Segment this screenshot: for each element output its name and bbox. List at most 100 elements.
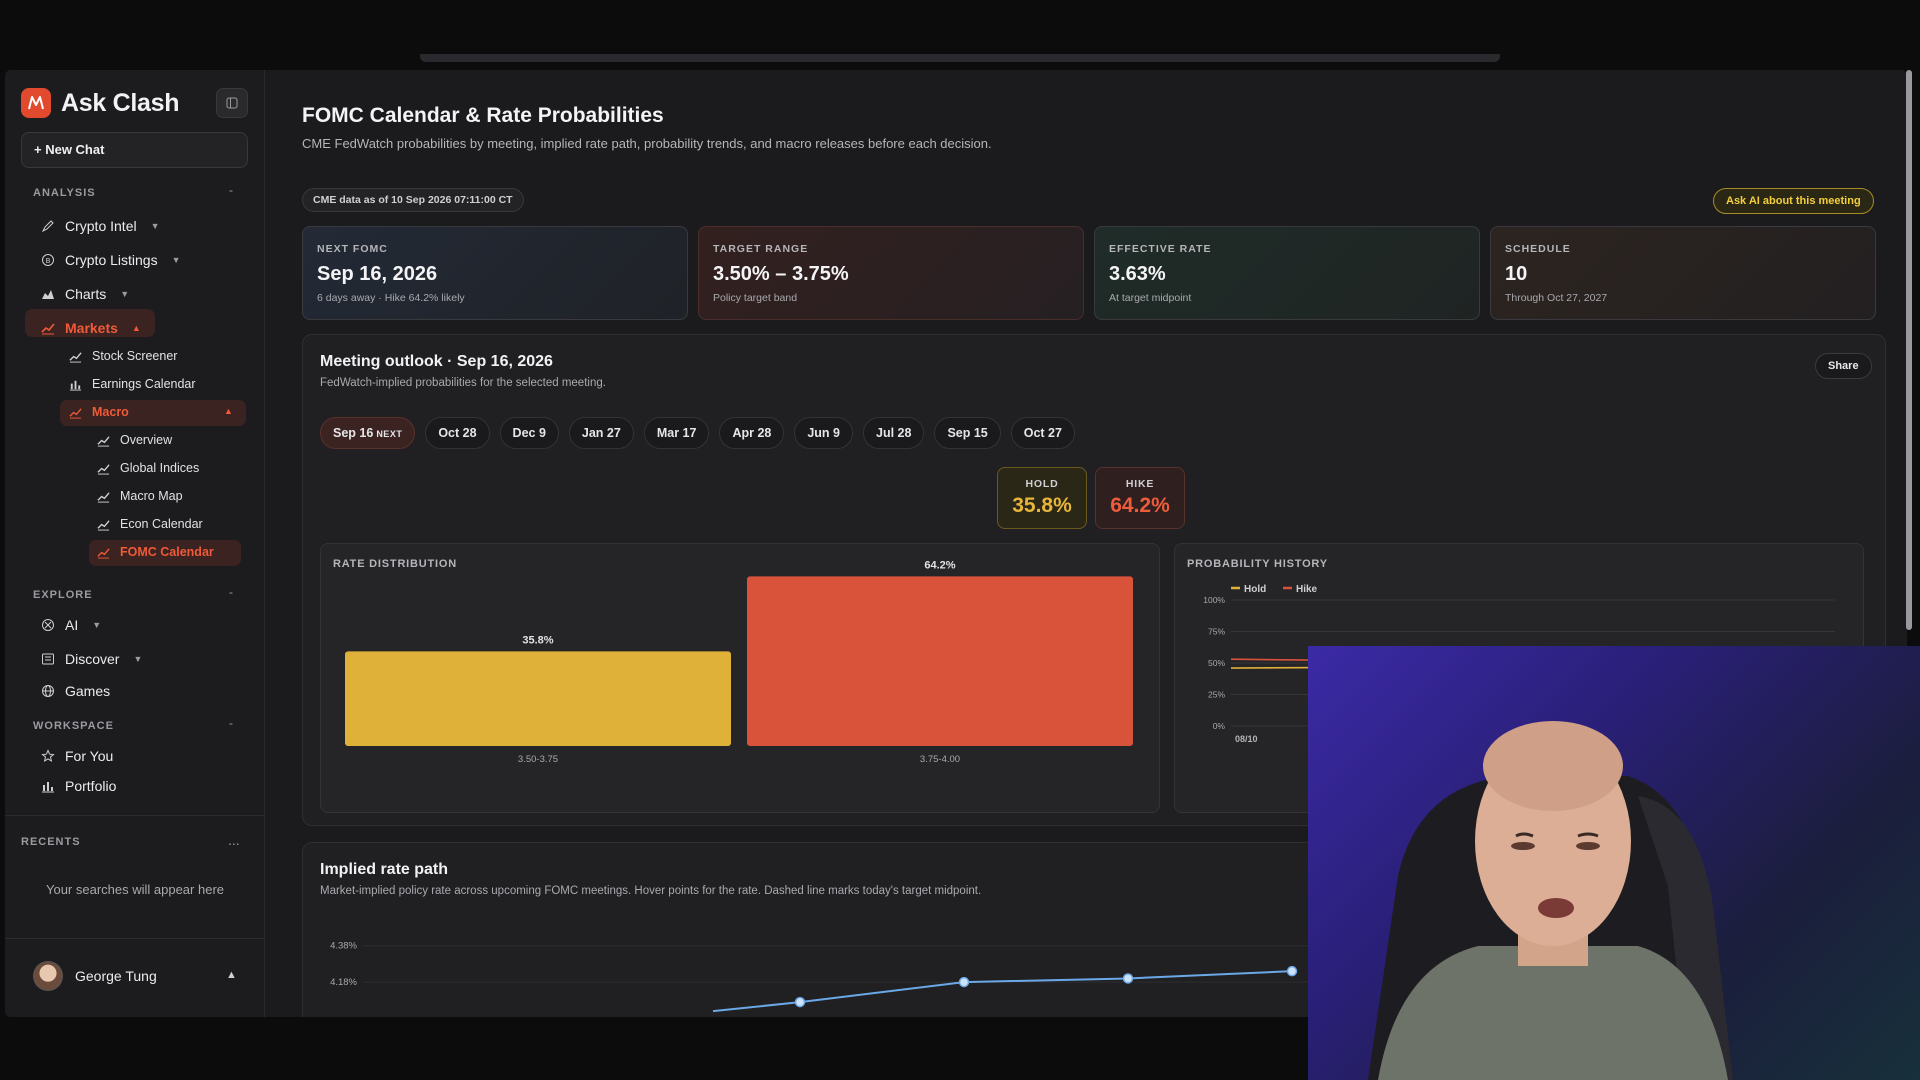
sidebar-item-markets[interactable]: Markets ▲	[41, 320, 141, 336]
chevron-up-icon[interactable]: ▲	[224, 406, 233, 416]
sidebar-item-portfolio[interactable]: Portfolio	[41, 778, 116, 794]
bar-chart-icon	[42, 782, 54, 793]
sidebar-item-crypto-listings[interactable]: B Crypto Listings ▼	[41, 252, 181, 268]
rate-distribution-panel: RATE DISTRIBUTION 35.8% 3.50-3.75 64.2% 3.7…	[320, 543, 1160, 813]
page-subtitle: CME FedWatch probabilities by meeting, i…	[302, 136, 992, 151]
trend-up-icon	[69, 351, 82, 363]
user-profile[interactable]: George Tung	[33, 961, 157, 991]
section-workspace-toggle[interactable]: -	[229, 716, 233, 730]
sidebar-item-earnings-calendar[interactable]: Earnings Calendar	[69, 377, 196, 391]
trend-up-icon	[97, 491, 110, 503]
chevron-down-icon: ▼	[133, 654, 143, 664]
card-label: TARGET RANGE	[713, 243, 809, 255]
app-window: Ask Clash + New Chat ANALYSIS - Crypto I…	[5, 70, 1907, 1017]
y-tick-label: 4.18%	[330, 977, 357, 988]
active-item-highlight	[60, 400, 246, 426]
brand-name: Ask Clash	[61, 88, 180, 117]
y-tick-label: 4.38%	[330, 941, 357, 952]
meeting-chip-sep-15[interactable]: Sep 15	[934, 417, 1001, 449]
bar-3.50-3.75	[345, 651, 731, 746]
card-note: Policy target band	[713, 292, 798, 304]
data-timestamp-badge: CME data as of 10 Sep 2026 07:11:00 CT	[302, 188, 524, 212]
section-explore: EXPLORE	[33, 589, 93, 601]
chevron-down-icon: ▼	[120, 289, 130, 299]
meeting-chip-dec-9[interactable]: Dec 9	[499, 417, 559, 449]
meeting-chip-sep-16[interactable]: Sep 16 NEXT	[320, 417, 416, 449]
card-value: Sep 16, 2026	[317, 263, 438, 285]
sidebar-divider	[5, 815, 265, 816]
meeting-chip-jan-27[interactable]: Jan 27	[568, 417, 634, 449]
share-button[interactable]: Share	[1815, 353, 1872, 379]
sidebar-item-ai[interactable]: AI ▼	[41, 617, 101, 633]
active-item-highlight	[25, 309, 155, 337]
effective-rate-card: EFFECTIVE RATE 3.63% At target midpoint	[1094, 226, 1480, 320]
hike-label: HIKE	[1125, 478, 1155, 490]
card-note: 6 days away · Hike 64.2% likely	[317, 292, 465, 304]
collapse-sidebar-button[interactable]	[216, 88, 248, 118]
sidebar-item-econ-calendar[interactable]: Econ Calendar	[97, 517, 203, 531]
meeting-chip-jul-28[interactable]: Jul 28	[863, 417, 925, 449]
chevron-down-icon: ▼	[92, 620, 102, 630]
meeting-selector: Sep 16 NEXT Oct 28 Dec 9 Jan 27 Mar 17 Ap…	[320, 417, 1075, 449]
section-recents: RECENTS	[21, 836, 81, 848]
panel-title: RATE DISTRIBUTION	[333, 558, 458, 570]
page-scrollbar[interactable]	[1906, 70, 1912, 630]
pen-icon	[41, 220, 54, 233]
x-tick-label: 08/10	[1235, 734, 1258, 744]
card-value: 3.50% – 3.75%	[713, 263, 849, 285]
card-value: 10	[1505, 263, 1528, 285]
sidebar-item-macro-map[interactable]: Macro Map	[97, 489, 183, 503]
trend-up-icon	[69, 407, 82, 419]
meeting-chip-mar-17[interactable]: Mar 17	[643, 417, 710, 449]
sidebar-item-stock-screener[interactable]: Stock Screener	[69, 349, 177, 363]
browser-top-bar	[0, 0, 1920, 62]
sidebar-item-games[interactable]: Games	[41, 683, 110, 699]
card-label: NEXT FOMC	[317, 243, 388, 255]
bar-value-label: 64.2%	[924, 559, 955, 571]
y-tick-label: 25%	[1208, 690, 1225, 700]
y-tick-label: 50%	[1208, 658, 1225, 668]
sidebar-item-fomc-calendar[interactable]: FOMC Calendar	[97, 545, 214, 559]
sidebar-item-charts[interactable]: Charts ▼	[41, 286, 129, 302]
logo-icon	[21, 88, 51, 118]
sidebar-item-discover[interactable]: Discover ▼	[41, 651, 142, 667]
next-fomc-card: NEXT FOMC Sep 16, 2026 6 days away · Hik…	[302, 226, 688, 320]
meeting-chip-oct-27[interactable]: Oct 27	[1010, 417, 1075, 449]
rate-distribution-chart: 35.8% 3.50-3.75 64.2% 3.75-4.00	[345, 559, 1133, 765]
chevron-up-icon[interactable]: ▲	[226, 969, 237, 981]
bar-value-label: 35.8%	[522, 634, 553, 646]
brand[interactable]: Ask Clash	[21, 88, 179, 118]
next-tag: NEXT	[376, 429, 403, 439]
recents-more-button[interactable]: ...	[228, 832, 240, 848]
new-chat-button[interactable]: + New Chat	[21, 132, 248, 168]
legend-label-hike: Hike	[1296, 584, 1318, 595]
chevron-down-icon: ▼	[171, 255, 181, 265]
chevron-up-icon: ▲	[131, 323, 141, 333]
coin-icon: B	[42, 254, 54, 266]
section-explore-toggle[interactable]: -	[229, 585, 233, 599]
ai-aperture-icon	[42, 619, 54, 631]
meeting-chip-jun-9[interactable]: Jun 9	[794, 417, 853, 449]
chevron-down-icon: ▼	[150, 221, 160, 231]
ask-ai-button[interactable]: Ask AI about this meeting	[1713, 188, 1874, 214]
sidebar-item-global-indices[interactable]: Global Indices	[97, 461, 199, 475]
section-workspace: WORKSPACE	[33, 720, 114, 732]
x-tick-label: 3.50-3.75	[518, 754, 558, 765]
meeting-chip-apr-28[interactable]: Apr 28	[719, 417, 785, 449]
hold-value: 35.8%	[1012, 494, 1072, 517]
panel-title: PROBABILITY HISTORY	[1187, 558, 1328, 570]
rate-path-point-1	[958, 976, 970, 988]
sidebar-item-macro[interactable]: Macro	[69, 405, 129, 419]
sidebar-item-for-you[interactable]: For You	[41, 748, 113, 764]
section-analysis-toggle[interactable]: -	[229, 183, 233, 197]
svg-text:B: B	[46, 257, 51, 265]
sidebar-item-overview[interactable]: Overview	[97, 433, 172, 447]
y-tick-label: 75%	[1208, 627, 1225, 637]
presenter-video	[1368, 721, 1733, 1080]
target-range-card: TARGET RANGE 3.50% – 3.75% Policy target…	[698, 226, 1084, 320]
webcam-overlay	[1308, 646, 1920, 1080]
rate-path-point-0	[794, 996, 806, 1008]
sidebar-item-crypto-intel[interactable]: Crypto Intel ▼	[41, 218, 160, 234]
bar-chart-icon	[69, 380, 82, 391]
meeting-chip-oct-28[interactable]: Oct 28	[425, 417, 490, 449]
